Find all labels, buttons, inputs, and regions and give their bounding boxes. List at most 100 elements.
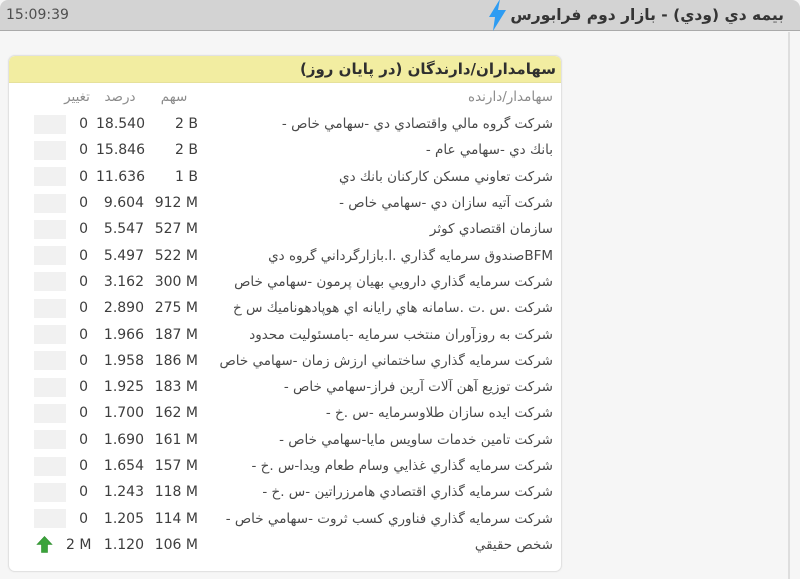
- shares-value: 161 M: [154, 431, 198, 448]
- change-value: 0: [79, 484, 88, 501]
- table-row[interactable]: 0 1.966 187 M شركت به روزآوران منتخب سرم…: [9, 321, 561, 347]
- table-row[interactable]: 0 1.958 186 M شركت سرمايه گذاري ساختماني…: [9, 348, 561, 374]
- change-value: 0: [79, 326, 88, 343]
- change-value: 0: [79, 168, 88, 185]
- shares-value: 912 M: [154, 195, 198, 212]
- symbol-header: بيمه دي (ودي) - بازار دوم فرابورس: [482, 0, 800, 31]
- window-edge-divider: [788, 32, 790, 579]
- table-row[interactable]: 0 5.547 527 M سازمان اقتصادي كوثر: [9, 216, 561, 242]
- table-row[interactable]: 0 18.540 2 B شركت گروه مالي واقتصادي دي …: [9, 111, 561, 137]
- percent-value: 1.966: [103, 326, 144, 343]
- change-direction-icon: [34, 456, 66, 476]
- shares-value: 118 M: [154, 484, 198, 501]
- panel-title: سهامداران/دارندگان (در پايان روز): [9, 56, 561, 83]
- table-row[interactable]: 0 3.162 300 M شركت سرمايه گذاري دارويي ب…: [9, 269, 561, 295]
- change-value: 0: [79, 247, 88, 264]
- change-value: 0: [79, 142, 88, 159]
- change-direction-icon: [34, 272, 66, 292]
- shareholders-table-body: 0 18.540 2 B شركت گروه مالي واقتصادي دي …: [9, 111, 561, 558]
- change-direction-icon: [34, 509, 66, 529]
- holder-name: شركت سرمايه گذاري دارويي بهيان پرمون -سه…: [234, 273, 553, 290]
- change-direction-icon: [34, 246, 66, 266]
- change-value: 0: [79, 379, 88, 396]
- change-direction-icon: [34, 325, 66, 345]
- shares-value: 106 M: [154, 536, 198, 553]
- change-value: 0: [79, 300, 88, 317]
- shares-value: 114 M: [154, 510, 198, 527]
- percent-value: 1.700: [103, 405, 144, 422]
- instrument-title: بيمه دي (ودي) - بازار دوم فرابورس: [510, 6, 784, 24]
- percent-value: 1.205: [103, 510, 144, 527]
- change-direction-icon: [34, 114, 66, 134]
- change-value: 0: [79, 273, 88, 290]
- change-direction-icon: [34, 351, 66, 371]
- shares-value: 300 M: [154, 273, 198, 290]
- holder-name: شركت سرمايه گذاري فناوري كسب ثروت -سهامي…: [225, 510, 553, 527]
- table-row[interactable]: 0 9.604 912 M شركت آتيه سازان دي -سهامي …: [9, 190, 561, 216]
- percent-value: 2.890: [103, 300, 144, 317]
- table-row[interactable]: 0 1.690 161 M شركت تامين خدمات ساويس ماي…: [9, 427, 561, 453]
- change-value: 0: [79, 221, 88, 238]
- shares-value: 157 M: [154, 458, 198, 474]
- change-direction-icon: [34, 535, 66, 554]
- holder-name: شركت تعاوني مسكن كاركنان بانك دي: [339, 168, 553, 185]
- table-row[interactable]: 0 15.846 2 B بانك دي -سهامي عام -: [9, 137, 561, 163]
- holder-name: BFMصندوق سرمايه گذاري .ا.بازارگرداني گرو…: [268, 247, 553, 264]
- percent-value: 1.690: [103, 431, 144, 448]
- percent-value: 1.925: [103, 379, 144, 396]
- column-header-change: تغيير: [64, 89, 90, 105]
- change-direction-icon: [34, 219, 66, 239]
- table-row[interactable]: 0 1.243 118 M شركت سرمايه گذاري اقتصادي …: [9, 479, 561, 505]
- shareholders-panel: سهامداران/دارندگان (در پايان روز) تغيير …: [8, 55, 562, 572]
- holder-name: شركت سرمايه گذاري ساختماني ارزش زمان -سه…: [219, 352, 553, 369]
- change-value: 0: [79, 405, 88, 422]
- table-row[interactable]: 0 1.205 114 M شركت سرمايه گذاري فناوري ك…: [9, 505, 561, 531]
- change-value: 0: [79, 116, 88, 133]
- change-value: 0: [79, 431, 88, 448]
- shares-value: 1 B: [175, 168, 198, 185]
- percent-value: 1.243: [103, 484, 144, 501]
- percent-value: 5.497: [103, 247, 144, 264]
- table-row[interactable]: 0 11.636 1 B شركت تعاوني مسكن كاركنان با…: [9, 164, 561, 190]
- table-row[interactable]: 0 1.925 183 M شركت توزيع آهن آلات آرين ف…: [9, 374, 561, 400]
- holder-name: بانك دي -سهامي عام -: [425, 142, 553, 159]
- shares-value: 527 M: [154, 221, 198, 238]
- holder-name: شركت به روزآوران منتخب سرمايه -بامسئوليت…: [249, 326, 553, 343]
- percent-value: 3.162: [103, 273, 144, 290]
- holder-name: شركت گروه مالي واقتصادي دي -سهامي خاص -: [281, 116, 553, 133]
- holder-name: شركت .س .ت .سامانه هاي رايانه اي هوپادهو…: [233, 300, 553, 317]
- holder-name: شركت ايده سازان طلاوسرمايه -س .خ -: [325, 405, 553, 422]
- column-header-shares: سهم: [160, 89, 188, 105]
- window-title-bar: 15:09:39 بيمه دي (ودي) - بازار دوم فرابو…: [0, 0, 800, 31]
- shares-value: 275 M: [154, 300, 198, 317]
- percent-value: 18.540: [96, 116, 145, 133]
- change-direction-icon: [34, 430, 66, 450]
- change-value: 0: [79, 458, 88, 474]
- holder-name: شركت سرمايه گذاري غذايي وسام طعام ويدا-س…: [251, 458, 553, 474]
- shares-value: 2 B: [175, 116, 198, 133]
- table-header-row: تغيير درصد سهم سهامدار/دارنده: [9, 83, 561, 111]
- change-direction-icon: [34, 193, 66, 213]
- holder-name: سازمان اقتصادي كوثر: [429, 221, 553, 238]
- table-row[interactable]: 0 5.497 522 M BFMصندوق سرمايه گذاري .ا.ب…: [9, 242, 561, 268]
- change-direction-icon: [34, 298, 66, 318]
- change-direction-icon: [34, 377, 66, 397]
- change-direction-icon: [34, 140, 66, 160]
- clock-time: 15:09:39: [6, 7, 69, 23]
- table-row[interactable]: 2 M 1.120 106 M شخص حقيقي: [9, 532, 561, 558]
- holder-name: شركت آتيه سازان دي -سهامي خاص -: [339, 195, 553, 212]
- percent-value: 1.654: [103, 458, 144, 474]
- holder-name: شركت تامين خدمات ساويس مايا-سهامي خاص -: [279, 431, 553, 448]
- table-row[interactable]: 0 2.890 275 M شركت .س .ت .سامانه هاي راي…: [9, 295, 561, 321]
- table-row[interactable]: 0 1.700 162 M شركت ايده سازان طلاوسرمايه…: [9, 400, 561, 426]
- change-value: 2 M: [66, 536, 92, 553]
- table-row[interactable]: 0 1.654 157 M شركت سرمايه گذاري غذايي وس…: [9, 453, 561, 479]
- change-value: 0: [79, 510, 88, 527]
- shares-value: 183 M: [154, 379, 198, 396]
- percent-value: 1.958: [103, 352, 144, 369]
- change-value: 0: [79, 352, 88, 369]
- column-header-percent: درصد: [104, 89, 136, 105]
- change-direction-icon: [34, 167, 66, 187]
- shares-value: 522 M: [154, 247, 198, 264]
- lightning-bolt-icon: [486, 0, 510, 31]
